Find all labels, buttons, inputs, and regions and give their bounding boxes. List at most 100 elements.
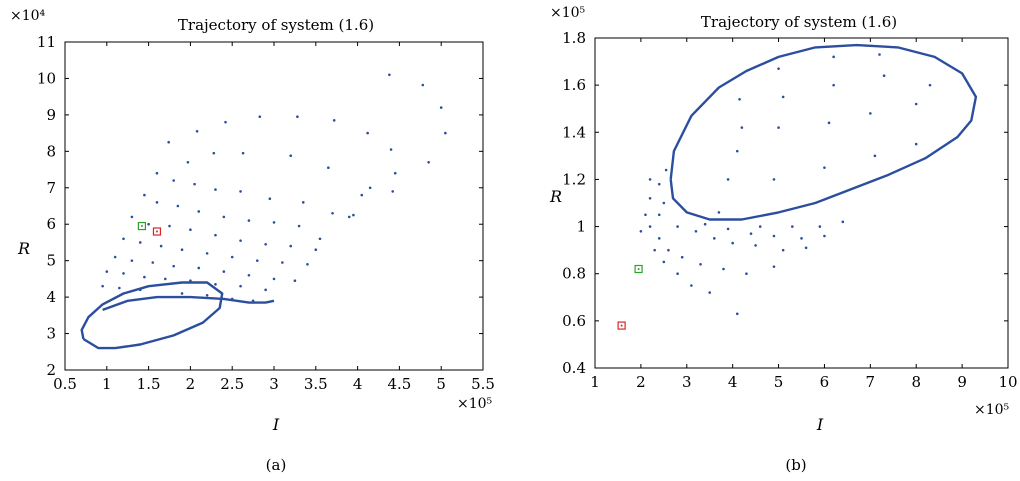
- trajectory-point-b: [699, 262, 702, 266]
- x-tick-label-b: 5: [774, 373, 784, 391]
- plot-frame-a: [64, 41, 484, 371]
- trajectory-point-b: [745, 272, 748, 276]
- trajectory-point-b: [708, 291, 712, 294]
- trajectory-point-b: [726, 227, 730, 231]
- trajectory-point-a: [180, 292, 184, 295]
- trajectory-point-b: [914, 142, 918, 146]
- trajectory-point-b: [676, 272, 679, 276]
- y-tick-label-a: 8: [46, 142, 56, 160]
- x-tick-label-a: 1.5: [137, 375, 161, 393]
- trajectory-point-b: [841, 220, 845, 224]
- y-tick-label-b: 0.4: [562, 359, 586, 377]
- y-tick-label-a: 6: [46, 215, 56, 233]
- y-tick-label-b: 1.6: [562, 76, 586, 94]
- trajectory-point-b: [690, 284, 693, 287]
- x-tick-label-a: 5: [436, 375, 446, 393]
- trajectory-point-b: [667, 248, 670, 252]
- trajectory-point-b: [713, 237, 716, 240]
- trajectory-point-b: [818, 225, 822, 228]
- trajectory-point-a: [222, 270, 226, 273]
- trajectory-point-b: [914, 102, 918, 106]
- x-tick-label-a: 3.5: [304, 375, 328, 393]
- trajectory-point-b: [657, 182, 661, 186]
- trajectory-point-a: [272, 221, 276, 224]
- trajectory-point-b: [726, 178, 730, 181]
- trajectory-point-b: [832, 55, 835, 59]
- trajectory-point-a: [164, 277, 167, 281]
- trajectory-point-a: [172, 179, 175, 182]
- trajectory-point-b: [703, 222, 707, 226]
- x-tick-label-b: 1: [590, 373, 600, 391]
- trajectory-point-a: [296, 115, 299, 119]
- trajectory-point-a: [105, 270, 109, 273]
- x-tick-label-b: 4: [728, 373, 738, 391]
- trajectory-point-a: [224, 120, 227, 124]
- x-axis-label-a: I: [272, 415, 280, 434]
- trajectory-point-a: [197, 210, 201, 213]
- trajectory-point-a: [159, 244, 163, 248]
- trajectory-point-a: [143, 275, 146, 279]
- x-multiplier-b: ×10⁵: [974, 402, 1010, 418]
- x-tick-label-b: 9: [957, 373, 967, 391]
- trajectory-point-b: [738, 97, 741, 101]
- y-tick-label-a: 10: [37, 69, 56, 87]
- trajectory-point-a: [113, 255, 117, 259]
- trajectory-point-a: [327, 166, 330, 170]
- x-tick-label-a: 4: [353, 375, 363, 393]
- x-multiplier-a: ×10⁵: [457, 396, 493, 412]
- trajectory-point-b: [694, 229, 698, 233]
- y-tick-label-a: 11: [37, 33, 56, 51]
- trajectory-point-a: [297, 224, 301, 228]
- trajectory-point-b: [735, 312, 739, 316]
- trajectory-point-a: [366, 131, 369, 135]
- trajectory-point-a: [289, 154, 293, 158]
- trajectory-point-a: [391, 190, 395, 193]
- trajectory-point-a: [360, 193, 364, 197]
- trajectory-point-a: [172, 264, 175, 268]
- trajectory-point-b: [657, 237, 661, 240]
- trajectory-point-b: [754, 244, 757, 247]
- y-tick-label-b: 0.8: [562, 265, 586, 283]
- trajectory-point-b: [676, 225, 679, 228]
- red-marker-a-center: [155, 230, 158, 233]
- trajectory-point-a: [332, 119, 336, 122]
- y-tick-label-b: 1.8: [562, 29, 586, 47]
- trajectory-point-a: [130, 259, 134, 262]
- trajectory-point-b: [772, 234, 776, 238]
- axes-a: 0.5 1 1.5 2 2.5 3 3.5 4 4.5 5 5.5 2 3 4 5 6 7 8 9 10 11: [37, 33, 495, 393]
- x-axis-label-b: I: [816, 415, 824, 434]
- trajectory-point-a: [239, 239, 242, 242]
- trajectory-point-a: [301, 201, 305, 204]
- trajectory-point-b: [657, 213, 661, 217]
- trajectory-point-b: [804, 246, 808, 250]
- y-tick-label-a: 7: [46, 179, 56, 197]
- y-tick-label-a: 2: [46, 361, 56, 379]
- trajectory-point-a: [247, 273, 251, 277]
- trajectory-point-a: [247, 219, 251, 222]
- trajectory-point-a: [289, 244, 293, 248]
- trajectory-point-a: [197, 266, 201, 270]
- x-tick-label-b: 7: [866, 373, 876, 391]
- trajectory-point-b: [873, 154, 877, 158]
- red-marker-a: [152, 227, 162, 236]
- trajectory-point-b: [827, 121, 831, 125]
- trajectory-point-b: [653, 248, 656, 252]
- trajectory-point-a: [368, 186, 372, 190]
- panel-label-a: (a): [266, 456, 287, 474]
- trajectory-point-b: [749, 232, 753, 235]
- x-tick-label-b: 3: [682, 373, 692, 391]
- trajectory-point-a: [241, 151, 245, 155]
- trajectory-point-b: [735, 149, 739, 153]
- panel-label-b: (b): [785, 456, 806, 474]
- trajectory-point-a: [222, 215, 226, 219]
- trajectory-point-a: [264, 242, 267, 246]
- trajectory-point-a: [239, 284, 242, 288]
- trajectory-curve-a: [102, 295, 275, 312]
- trajectory-point-a: [255, 259, 259, 262]
- trajectory-point-b: [772, 178, 776, 181]
- trajectory-point-a: [176, 204, 180, 208]
- trajectory-point-a: [122, 272, 125, 275]
- marks-a: [80, 73, 447, 350]
- trajectory-point-a: [118, 286, 121, 290]
